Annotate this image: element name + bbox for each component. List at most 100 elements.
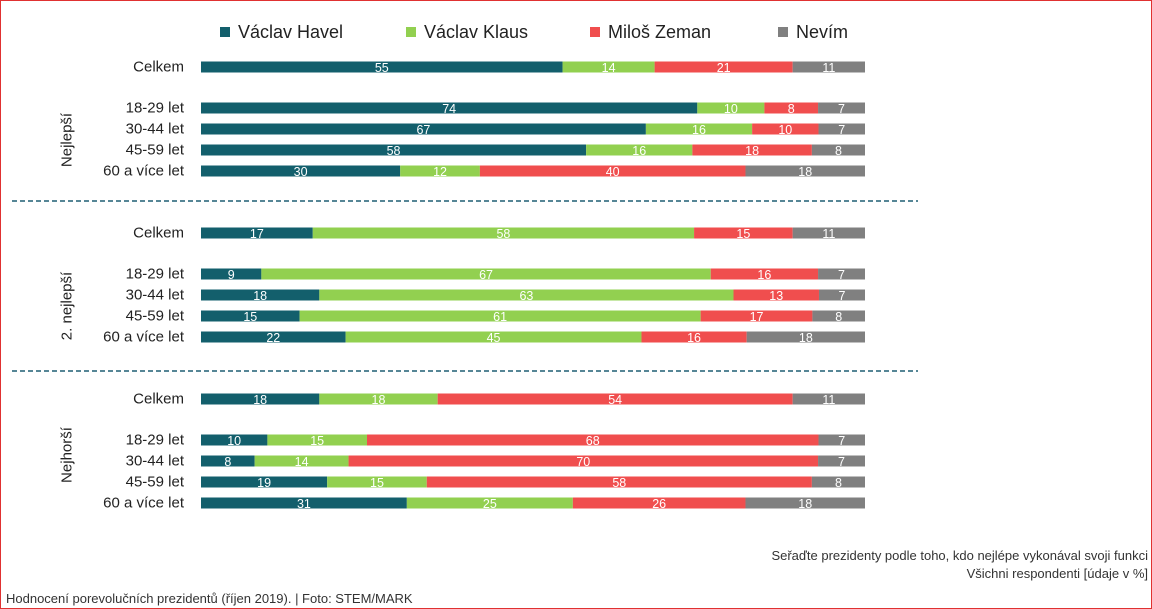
- row-label: 45-59 let: [126, 308, 185, 325]
- bar-segment-havel: [201, 497, 407, 509]
- bar-segment-havel: [201, 455, 255, 467]
- data-label: 16: [687, 331, 701, 345]
- data-label: 8: [788, 102, 795, 116]
- data-label: 67: [479, 268, 493, 282]
- bar-segment-havel: [201, 102, 698, 114]
- bar-segment-klaus: [312, 227, 695, 239]
- data-label: 40: [606, 165, 620, 179]
- data-label: 58: [496, 227, 510, 241]
- legend-label-nevim: Nevím: [796, 21, 849, 42]
- data-label: 8: [835, 476, 842, 490]
- data-label: 25: [483, 497, 497, 511]
- row-label: 60 a více let: [103, 163, 185, 180]
- data-label: 18: [253, 289, 267, 303]
- bar-segment-nevim: [818, 123, 865, 135]
- data-label: 17: [750, 310, 764, 324]
- data-label: 67: [416, 123, 430, 137]
- data-label: 68: [586, 434, 600, 448]
- bar-segment-nevim: [746, 331, 865, 343]
- bar-segment-zeman: [641, 331, 747, 343]
- bar-segment-klaus: [319, 289, 734, 301]
- bar-segment-klaus: [254, 455, 349, 467]
- data-label: 7: [838, 455, 845, 469]
- bar-segment-klaus: [400, 165, 480, 177]
- data-label: 16: [632, 144, 646, 158]
- bar-segment-nevim: [745, 165, 865, 177]
- data-label: 61: [493, 310, 507, 324]
- data-label: 10: [724, 102, 738, 116]
- bar-segment-havel: [201, 227, 313, 239]
- bar-segment-nevim: [818, 102, 865, 114]
- caption: Hodnocení porevolučních prezidentů (říje…: [6, 591, 413, 606]
- bar-segment-klaus: [562, 61, 655, 73]
- bar-segment-havel: [201, 289, 320, 301]
- data-label: 11: [822, 61, 835, 75]
- bar-segment-zeman: [752, 123, 819, 135]
- data-label: 63: [519, 289, 533, 303]
- data-label: 11: [822, 227, 835, 241]
- row-label: Celkem: [133, 225, 184, 242]
- data-label: 17: [250, 227, 264, 241]
- data-label: 16: [692, 123, 706, 137]
- data-label: 74: [442, 102, 456, 116]
- legend-item-zeman: Miloš Zeman: [590, 20, 778, 44]
- data-label: 55: [375, 61, 389, 75]
- bar-segment-havel: [201, 476, 328, 488]
- bar-segment-klaus: [697, 102, 765, 114]
- data-label: 19: [257, 476, 271, 490]
- bar-segment-nevim: [811, 144, 865, 156]
- bar-segment-klaus: [299, 310, 701, 322]
- row-label: 18-29 let: [126, 432, 185, 449]
- group-label: Nejlepší: [59, 112, 76, 167]
- bar-segment-nevim: [792, 61, 865, 73]
- data-label: 70: [576, 455, 590, 469]
- row-label: 30-44 let: [126, 121, 185, 138]
- data-label: 7: [838, 102, 845, 116]
- legend-swatch-havel: [220, 27, 230, 37]
- bar-segment-nevim: [792, 227, 865, 239]
- data-label: 18: [798, 497, 812, 511]
- data-label: 26: [652, 497, 666, 511]
- data-label: 8: [224, 455, 231, 469]
- bar-segment-zeman: [764, 102, 819, 114]
- bar-segment-zeman: [479, 165, 746, 177]
- data-label: 45: [487, 331, 501, 345]
- bar-segment-zeman: [692, 144, 812, 156]
- legend-item-havel: Václav Havel: [220, 20, 406, 44]
- data-label: 7: [839, 289, 846, 303]
- question-note: Seřaďte prezidenty podle toho, kdo nejlé…: [771, 548, 1148, 563]
- data-label: 14: [295, 455, 309, 469]
- legend-label-zeman: Miloš Zeman: [608, 21, 712, 42]
- legend-swatch-nevim: [778, 27, 788, 37]
- data-label: 30: [294, 165, 308, 179]
- data-label: 54: [608, 393, 622, 407]
- bar-segment-klaus: [406, 497, 573, 509]
- bar-segment-zeman: [348, 455, 819, 467]
- data-label: 21: [717, 61, 731, 75]
- data-label: 15: [736, 227, 750, 241]
- bar-segment-nevim: [812, 310, 865, 322]
- bar-segment-havel: [201, 268, 262, 280]
- legend-swatch-klaus: [406, 27, 416, 37]
- bar-segment-nevim: [818, 434, 865, 446]
- bar-segment-nevim: [792, 393, 865, 405]
- bar-segment-zeman: [654, 61, 793, 73]
- legend-item-nevim: Nevím: [778, 20, 848, 44]
- bar-segment-nevim: [811, 476, 865, 488]
- data-label: 9: [228, 268, 235, 282]
- row-label: 45-59 let: [126, 142, 185, 159]
- data-label: 8: [835, 144, 842, 158]
- data-label: 8: [835, 310, 842, 324]
- data-label: 11: [822, 393, 835, 407]
- data-label: 15: [310, 434, 324, 448]
- data-label: 16: [757, 268, 771, 282]
- bar-segment-klaus: [319, 393, 438, 405]
- data-label: 15: [370, 476, 384, 490]
- bar-segment-zeman: [733, 289, 819, 301]
- bar-segment-havel: [201, 144, 587, 156]
- bar-segment-klaus: [645, 123, 753, 135]
- bar-segment-nevim: [818, 268, 865, 280]
- data-label: 10: [227, 434, 241, 448]
- bar-segment-nevim: [745, 497, 865, 509]
